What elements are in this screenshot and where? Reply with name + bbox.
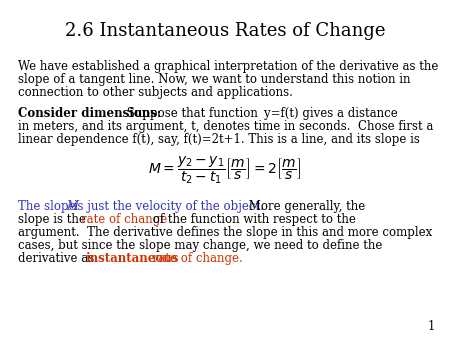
- Text: of the function with respect to the: of the function with respect to the: [149, 213, 356, 226]
- Text: is just the velocity of the object.: is just the velocity of the object.: [70, 200, 264, 213]
- Text: Consider dimensions:: Consider dimensions:: [18, 107, 161, 120]
- Text: slope of a tangent line. Now, we want to understand this notion in: slope of a tangent line. Now, we want to…: [18, 73, 410, 86]
- Text: derivative as: derivative as: [18, 252, 98, 265]
- Text: 1: 1: [428, 320, 435, 333]
- Text: rate of change.: rate of change.: [149, 252, 243, 265]
- Text: linear dependence f(t), say, f(t)=2t+1. This is a line, and its slope is: linear dependence f(t), say, f(t)=2t+1. …: [18, 133, 420, 146]
- Text: in meters, and its argument, t, denotes time in seconds.  Chose first a: in meters, and its argument, t, denotes …: [18, 120, 433, 133]
- Text: connection to other subjects and applications.: connection to other subjects and applica…: [18, 86, 293, 99]
- Text: slope is the: slope is the: [18, 213, 90, 226]
- Text: argument.  The derivative defines the slope in this and more complex: argument. The derivative defines the slo…: [18, 226, 432, 239]
- Text: rate of change: rate of change: [81, 213, 167, 226]
- Text: cases, but since the slope may change, we need to define the: cases, but since the slope may change, w…: [18, 239, 382, 252]
- Text: instantaneous: instantaneous: [86, 252, 179, 265]
- Text: M: M: [67, 200, 78, 213]
- Text: The slope: The slope: [18, 200, 79, 213]
- Text: 2.6 Instantaneous Rates of Change: 2.6 Instantaneous Rates of Change: [65, 22, 385, 40]
- Text: Suppose that function  y=f(t) gives a distance: Suppose that function y=f(t) gives a dis…: [123, 107, 398, 120]
- Text: $M = \dfrac{y_2 - y_1}{t_2 - t_1}\left[\dfrac{m}{s}\right] = 2\left[\dfrac{m}{s}: $M = \dfrac{y_2 - y_1}{t_2 - t_1}\left[\…: [148, 154, 302, 186]
- Text: We have established a graphical interpretation of the derivative as the: We have established a graphical interpre…: [18, 60, 438, 73]
- Text: More generally, the: More generally, the: [245, 200, 365, 213]
